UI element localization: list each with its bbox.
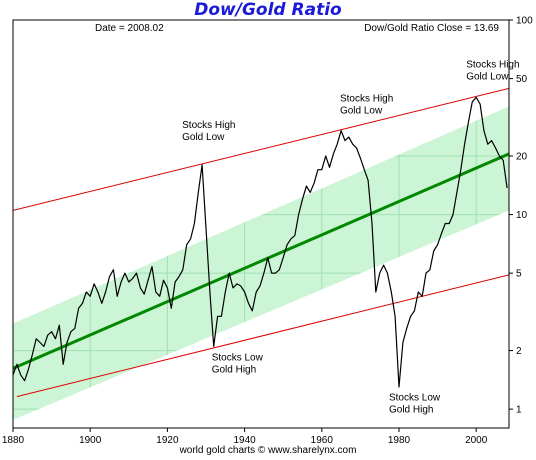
lower-channel-line: [16, 274, 509, 398]
x-tick-label: 1880: [2, 435, 25, 446]
chart-title: Dow/Gold Ratio: [194, 0, 342, 20]
trend-band: [13, 106, 509, 420]
annotation-label: Gold Low: [340, 106, 383, 117]
trend-line: [13, 152, 509, 370]
y-tick-label: 1: [516, 405, 522, 416]
y-tick-label: 2: [516, 346, 522, 357]
annotation-label: Gold Low: [182, 132, 225, 143]
annotation-label: Stocks High: [466, 59, 519, 70]
upper-channel-line: [13, 87, 509, 211]
annotation-label: Stocks High: [340, 94, 393, 105]
x-tick-label: 1900: [79, 435, 102, 446]
x-tick-label: 1920: [156, 435, 179, 446]
annotation-label: Gold High: [212, 364, 256, 375]
y-tick-label: 100: [516, 16, 533, 27]
dow-gold-ratio-series: [13, 96, 508, 388]
annotation-label: Stocks Low: [389, 392, 441, 403]
y-tick-label: 10: [516, 210, 528, 221]
annotation-label: Gold High: [389, 404, 433, 415]
ratio-close-readout: Dow/Gold Ratio Close = 13.69: [364, 23, 499, 34]
plot-frame: [12, 19, 510, 429]
x-tick-label: 2000: [465, 435, 488, 446]
y-tick-label: 5: [516, 269, 522, 280]
source-credit: world gold charts © www.sharelynx.com: [179, 445, 357, 456]
x-tick-label: 1940: [233, 435, 256, 446]
x-tick-label: 1980: [388, 435, 411, 446]
annotation-label: Stocks High: [182, 120, 235, 131]
annotation-label: Gold Low: [466, 71, 509, 82]
x-tick-label: 1960: [311, 435, 334, 446]
date-readout: Date = 2008.02: [95, 23, 164, 34]
annotation-label: Stocks Low: [212, 352, 264, 363]
y-tick-label: 20: [516, 152, 528, 163]
y-tick-label: 50: [516, 74, 528, 85]
